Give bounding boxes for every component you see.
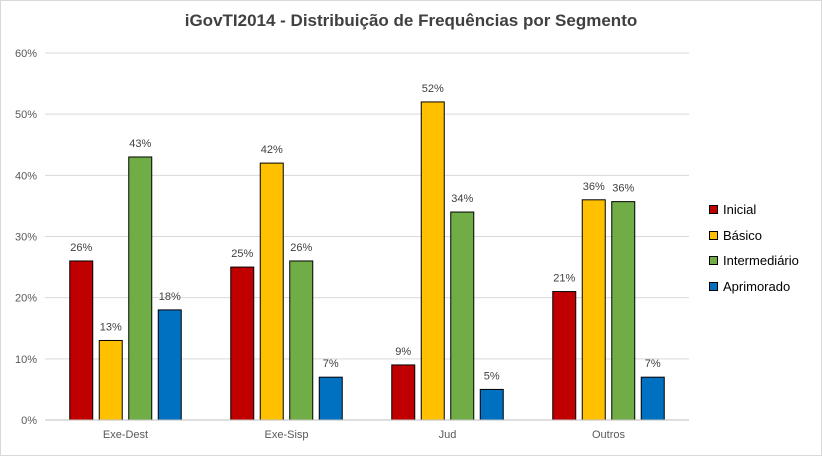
legend-item: Inicial: [709, 197, 799, 223]
bar-b-sico-outros: [581, 199, 606, 421]
legend-label: Intermediário: [723, 253, 799, 269]
bar-b-sico-exe-dest: [98, 339, 123, 421]
legend-swatch: [709, 205, 718, 215]
data-label: 26%: [290, 242, 312, 254]
y-tick-label: 50%: [15, 109, 37, 121]
bar-aprimorado-exe-dest: [157, 309, 182, 421]
bar-intermedi-rio-exe-dest: [128, 156, 153, 421]
data-label: 36%: [612, 183, 634, 195]
bar-b-sico-exe-sisp: [259, 162, 284, 421]
bar-aprimorado-jud: [479, 388, 504, 421]
data-label: 18%: [159, 291, 181, 303]
bar-intermedi-rio-outros: [611, 201, 636, 421]
bar-intermedi-rio-exe-sisp: [289, 260, 314, 421]
bar-inicial-exe-dest: [69, 260, 94, 421]
legend-swatch: [709, 256, 718, 266]
legend: Inicial Básico Intermediário Aprimorado: [709, 197, 799, 299]
y-tick-label: 30%: [15, 232, 37, 244]
data-label: 34%: [451, 193, 473, 205]
y-tick-label: 10%: [15, 354, 37, 366]
bar-aprimorado-exe-sisp: [318, 376, 343, 421]
x-tick-label: Jud: [439, 429, 457, 441]
chart-title: iGovTI2014 - Distribuição de Frequências…: [184, 11, 638, 30]
bar-inicial-exe-sisp: [230, 266, 255, 421]
x-tick-label: Exe-Sisp: [264, 429, 308, 441]
x-tick-label: Outros: [592, 429, 626, 441]
data-label: 5%: [484, 370, 500, 382]
data-label: 52%: [422, 83, 444, 95]
data-label: 21%: [553, 273, 575, 285]
legend-swatch: [709, 230, 718, 240]
y-tick-label: 0%: [21, 415, 37, 427]
bar-aprimorado-outros: [640, 376, 665, 421]
data-label: 36%: [583, 181, 605, 193]
data-label: 42%: [261, 144, 283, 156]
data-label: 43%: [129, 138, 151, 150]
data-label: 26%: [70, 242, 92, 254]
data-label: 7%: [323, 358, 339, 370]
legend-swatch: [709, 281, 718, 291]
data-label: 7%: [645, 358, 661, 370]
x-tick-label: Exe-Dest: [103, 429, 148, 441]
data-label: 13%: [100, 321, 122, 333]
legend-label: Básico: [723, 227, 763, 243]
legend-item: Aprimorado: [709, 274, 799, 300]
data-label: 25%: [231, 248, 253, 260]
bar-b-sico-jud: [420, 101, 445, 421]
bar-intermedi-rio-jud: [450, 211, 475, 421]
y-tick-label: 40%: [15, 170, 37, 182]
legend-label: Aprimorado: [723, 278, 791, 294]
bar-inicial-jud: [391, 364, 416, 421]
legend-item: Básico: [709, 223, 799, 249]
y-tick-label: 60%: [15, 48, 37, 60]
legend-item: Intermediário: [709, 248, 799, 274]
bar-inicial-outros: [552, 291, 577, 421]
y-tick-label: 20%: [15, 293, 37, 305]
data-label: 9%: [395, 346, 411, 358]
legend-label: Inicial: [723, 202, 757, 218]
